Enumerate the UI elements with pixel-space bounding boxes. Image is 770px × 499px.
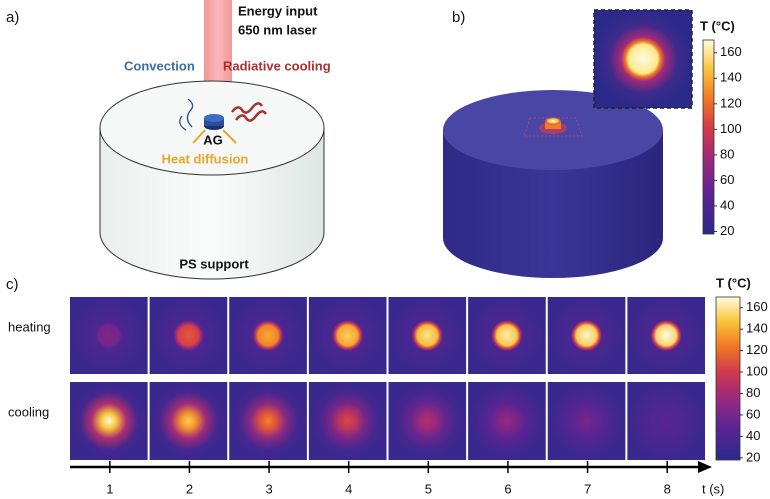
radiative-label: Radiative cooling bbox=[223, 58, 331, 73]
time-tick-label: 2 bbox=[186, 481, 193, 496]
inset bbox=[594, 10, 692, 108]
axis-label: t (s) bbox=[702, 481, 724, 496]
colorbar-tick-label: 100 bbox=[746, 364, 768, 379]
colorbar-tick-label: 20 bbox=[720, 223, 734, 238]
heat-map-tile bbox=[548, 297, 626, 374]
colorbar-tick-label: 140 bbox=[720, 70, 742, 85]
heat-map-tile bbox=[70, 382, 148, 460]
time-tick-label: 3 bbox=[265, 481, 272, 496]
colorbar-tick-label: 20 bbox=[746, 449, 760, 464]
heat-map-tile bbox=[70, 297, 148, 374]
colorbar-tick-label: 60 bbox=[746, 406, 760, 421]
heat-map-tile bbox=[229, 297, 307, 374]
time-tick-label: 1 bbox=[106, 481, 113, 496]
colorbar-tick-label: 80 bbox=[720, 146, 734, 161]
colorbar-tick-label: 160 bbox=[720, 44, 742, 59]
colorbar-tick-label: 160 bbox=[746, 299, 768, 314]
convection-label: Convection bbox=[124, 58, 195, 73]
panel-label: c) bbox=[6, 276, 19, 293]
colorbar-tick-label: 120 bbox=[746, 342, 768, 357]
colorbar-tick-label: 80 bbox=[746, 385, 760, 400]
time-tick-label: 7 bbox=[584, 481, 591, 496]
row-label: cooling bbox=[8, 404, 49, 419]
panel-label: a) bbox=[6, 9, 19, 26]
heat-map-tile bbox=[627, 297, 705, 374]
colorbar-title: T (°C) bbox=[700, 18, 735, 33]
time-tick-label: 4 bbox=[345, 481, 352, 496]
heat-map-tile bbox=[309, 297, 387, 374]
sample-label: AG bbox=[203, 132, 223, 147]
row-label: heating bbox=[8, 319, 51, 334]
colorbar-tick-label: 60 bbox=[720, 172, 734, 187]
sample-top bbox=[204, 114, 224, 122]
diffusion-label: Heat diffusion bbox=[162, 151, 249, 166]
colorbar-tick-label: 100 bbox=[720, 121, 742, 136]
time-tick-label: 8 bbox=[664, 481, 671, 496]
heat-map-tile bbox=[150, 297, 228, 374]
colorbar-tick-label: 40 bbox=[746, 428, 760, 443]
heat-map-tile bbox=[229, 382, 307, 460]
colorbar-tick-label: 120 bbox=[720, 95, 742, 110]
heat-map-tile bbox=[389, 297, 467, 374]
heat-map-tile bbox=[150, 382, 228, 460]
heat-map-tile bbox=[468, 297, 546, 374]
heat-map-tile bbox=[468, 382, 546, 460]
axis-arrow bbox=[698, 461, 712, 473]
colorbar bbox=[716, 297, 740, 460]
laser-label: Energy input bbox=[238, 3, 318, 18]
time-tick-label: 6 bbox=[504, 481, 511, 496]
colorbar-tick-label: 40 bbox=[720, 197, 734, 212]
time-tick-label: 5 bbox=[425, 481, 432, 496]
panel-label: b) bbox=[452, 9, 465, 26]
colorbar-title: T (°C) bbox=[716, 275, 751, 290]
colorbar bbox=[703, 40, 714, 234]
heat-map-tile bbox=[389, 382, 467, 460]
heat-map-tile bbox=[309, 382, 387, 460]
laser-label: 650 nm laser bbox=[238, 22, 317, 37]
colorbar-tick-label: 140 bbox=[746, 321, 768, 336]
heat-map-tile bbox=[627, 382, 705, 460]
support-label: PS support bbox=[179, 256, 249, 271]
figure: a) Energy input 650 nm laser Convection … bbox=[0, 0, 770, 499]
heat-map-tile bbox=[548, 382, 626, 460]
hot-spot bbox=[545, 118, 561, 125]
